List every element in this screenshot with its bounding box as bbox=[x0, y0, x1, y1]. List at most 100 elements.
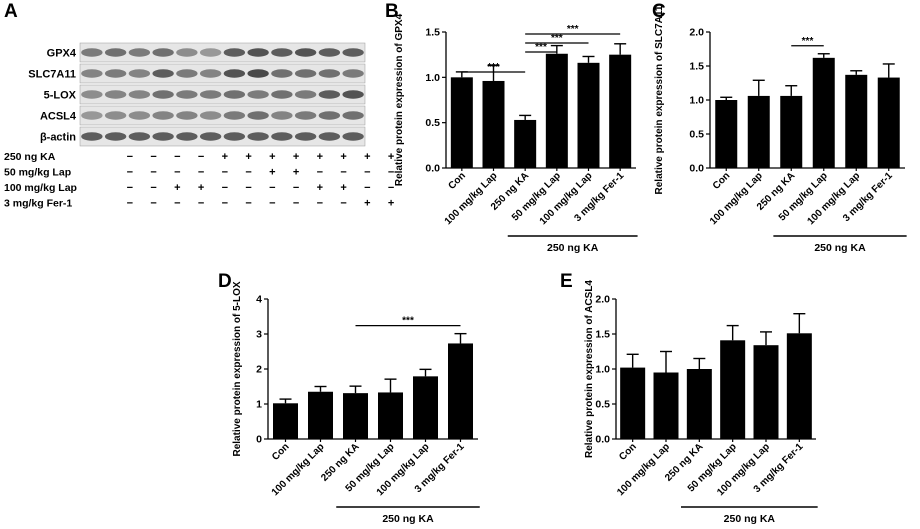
group-label: 250 ng KA bbox=[724, 513, 776, 525]
condition-sign: + bbox=[293, 151, 299, 163]
y-axis-label: Relative protein expression of SLC7A11 bbox=[654, 5, 665, 194]
condition-sign: + bbox=[269, 151, 275, 163]
blot-band bbox=[152, 48, 174, 57]
condition-sign: + bbox=[174, 182, 180, 194]
condition-sign: + bbox=[293, 167, 299, 179]
blot-band bbox=[318, 132, 341, 141]
blot-band bbox=[128, 90, 151, 99]
blot-band bbox=[128, 132, 151, 141]
blot-band bbox=[104, 132, 127, 141]
bar bbox=[514, 119, 537, 168]
bar bbox=[720, 340, 746, 439]
blot-band bbox=[294, 111, 317, 120]
condition-sign: − bbox=[317, 198, 323, 210]
y-tick-label: 1.5 bbox=[595, 329, 610, 341]
blot-band bbox=[128, 111, 151, 120]
y-tick-label: 3 bbox=[256, 329, 262, 341]
blot-band bbox=[176, 132, 198, 141]
condition-sign: − bbox=[364, 167, 370, 179]
blot-band bbox=[223, 90, 246, 99]
blot-band bbox=[176, 69, 198, 78]
blot-band bbox=[247, 90, 269, 99]
x-tick-label: Con bbox=[270, 441, 292, 463]
blot-band bbox=[176, 48, 198, 57]
significance-label: *** bbox=[567, 24, 579, 35]
condition-sign: − bbox=[293, 182, 299, 194]
blot-strip bbox=[79, 126, 366, 147]
condition-sign: − bbox=[150, 167, 156, 179]
blot-band bbox=[223, 111, 246, 120]
blot-band bbox=[318, 48, 341, 57]
condition-sign: − bbox=[245, 167, 251, 179]
condition-label: 250 ng KA bbox=[4, 151, 56, 163]
condition-sign: + bbox=[222, 151, 228, 163]
bar bbox=[482, 80, 505, 168]
condition-sign: − bbox=[174, 198, 180, 210]
condition-sign: − bbox=[198, 151, 204, 163]
blot-band bbox=[81, 111, 103, 120]
y-tick-label: 0.0 bbox=[425, 163, 440, 175]
blot-band bbox=[223, 132, 246, 141]
y-axis-label: Relative protein expression of 5-LOX bbox=[232, 281, 243, 456]
blot-band bbox=[81, 90, 103, 99]
y-tick-label: 1.5 bbox=[689, 61, 704, 73]
bar bbox=[786, 333, 812, 439]
panel-label-e: E bbox=[560, 271, 573, 292]
condition-label: 3 mg/kg Fer-1 bbox=[4, 198, 72, 210]
condition-sign: + bbox=[269, 167, 275, 179]
blot-band bbox=[104, 90, 127, 99]
blot-band bbox=[271, 90, 293, 99]
blot-band bbox=[104, 69, 127, 78]
blot-band bbox=[199, 69, 222, 78]
significance-label: *** bbox=[402, 316, 414, 327]
blot-band bbox=[176, 90, 198, 99]
bar bbox=[686, 369, 712, 439]
blot-strip bbox=[79, 84, 366, 105]
blot-band bbox=[199, 90, 222, 99]
x-tick-label: Con bbox=[617, 441, 639, 463]
bar bbox=[378, 392, 403, 439]
significance-label: *** bbox=[535, 42, 547, 53]
condition-sign: − bbox=[150, 182, 156, 194]
blot-band bbox=[152, 132, 174, 141]
blot-strip bbox=[79, 42, 366, 63]
chart-gpx4: 0.0 0.5 1.0 1.5 Relative protein expression … bbox=[394, 13, 638, 254]
y-tick-label: 1.0 bbox=[689, 95, 704, 107]
blot-band bbox=[294, 48, 317, 57]
y-tick-label: 0.0 bbox=[595, 434, 610, 446]
significance-label: *** bbox=[488, 62, 500, 73]
blot-band bbox=[81, 69, 103, 78]
condition-sign: − bbox=[127, 182, 133, 194]
condition-sign: + bbox=[340, 151, 346, 163]
group-label: 250 ng KA bbox=[814, 242, 866, 254]
condition-sign: + bbox=[245, 151, 251, 163]
blot-band bbox=[104, 48, 127, 57]
y-tick-label: 1.0 bbox=[595, 364, 610, 376]
x-tick-label: Con bbox=[446, 170, 468, 192]
blot-band bbox=[271, 132, 293, 141]
condition-sign: − bbox=[269, 198, 275, 210]
condition-sign: − bbox=[174, 167, 180, 179]
condition-sign: − bbox=[222, 182, 228, 194]
bar bbox=[715, 100, 738, 168]
chart-slc7a11: 0.0 0.5 1.0 1.5 2.0 Relative protein expressi… bbox=[654, 5, 907, 254]
significance-label: *** bbox=[802, 36, 814, 47]
band-label: GPX4 bbox=[47, 48, 77, 60]
y-tick-label: 2.0 bbox=[689, 27, 704, 39]
condition-sign: − bbox=[245, 182, 251, 194]
y-tick-label: 1 bbox=[256, 399, 262, 411]
condition-sign: − bbox=[198, 198, 204, 210]
condition-sign: − bbox=[127, 151, 133, 163]
blot-band bbox=[318, 90, 341, 99]
blot-band bbox=[247, 69, 269, 78]
blot-band bbox=[342, 90, 364, 99]
blot-band bbox=[294, 90, 317, 99]
y-tick-label: 0.0 bbox=[689, 163, 704, 175]
condition-sign: − bbox=[222, 167, 228, 179]
group-label: 250 ng KA bbox=[382, 513, 434, 525]
blot-band bbox=[81, 48, 103, 57]
condition-sign: + bbox=[388, 151, 394, 163]
condition-sign: − bbox=[388, 182, 394, 194]
